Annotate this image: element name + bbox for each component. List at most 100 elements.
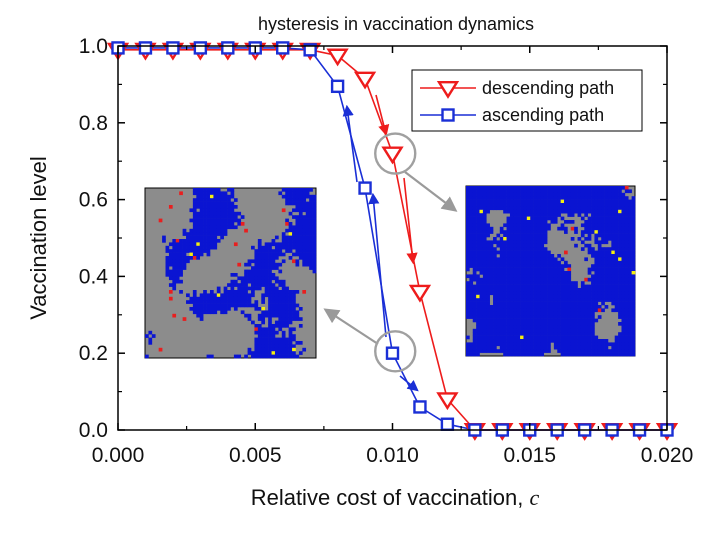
lattice-cell [570,332,575,336]
lattice-cell [466,186,470,190]
lattice-cell [254,307,259,311]
lattice-cell [254,262,259,267]
lattice-cell [540,199,545,204]
lattice-cell [591,223,595,228]
lattice-cell [192,232,197,236]
lattice-cell [254,347,259,352]
lattice-cell [271,239,276,243]
lattice-cell [199,317,204,321]
lattice-cell [628,233,632,238]
lattice-cell [628,216,632,221]
lattice-cell [489,311,494,316]
lattice-cell [244,262,248,267]
lattice-cell [614,220,619,224]
lattice-cell [553,308,558,313]
lattice-cell [607,250,612,255]
lattice-cell [493,305,497,309]
lattice-cell [251,266,255,270]
lattice-cell [271,334,276,338]
lattice-cell [486,277,490,282]
lattice-cell [203,228,207,233]
lattice-cell [309,194,313,199]
lattice-cell [257,249,262,253]
lattice-cell [591,315,595,319]
lattice-cell [567,209,572,214]
lattice-cell [523,186,528,190]
lattice-cell [472,240,477,245]
lattice-cell [213,194,218,199]
lattice-cell [213,225,218,230]
lattice-cell [607,260,612,265]
lattice-cell [597,260,602,265]
lattice-cell [496,243,501,248]
lattice-cell [591,352,595,357]
lattice-cell [503,243,507,248]
lattice-cell [469,301,474,306]
lattice-cell [305,222,310,226]
lattice-cell [496,264,501,268]
lattice-cell [516,213,521,217]
lattice-cell [560,196,565,200]
lattice-cell [547,298,551,302]
lattice-cell [499,335,504,340]
lattice-cell [611,267,616,272]
lattice-cell [628,305,632,309]
lattice-cell [506,264,511,268]
lattice-cell [489,203,494,207]
lattice-cell [530,254,534,258]
lattice-cell [476,352,480,357]
lattice-cell [611,186,616,190]
lattice-cell [503,335,507,340]
lattice-cell [209,300,214,304]
lattice-cell [496,291,501,296]
lattice-cell [587,352,592,357]
lattice-cell [587,345,592,350]
lattice-cell [523,199,528,204]
lattice-cell [591,345,595,350]
lattice-cell [499,250,504,255]
lattice-cell [257,344,262,349]
legend-marker-descending [436,80,460,99]
lattice-cell [281,354,286,359]
lattice-cell [305,232,310,236]
lattice-cell [516,284,521,289]
lattice-cell [550,216,555,221]
lattice-cell [285,296,289,301]
lattice-cell [628,274,632,279]
lattice-cell [607,254,612,258]
lattice-cell [618,294,622,299]
lattice-cell [503,264,507,268]
lattice-cell [486,315,490,319]
lattice-cell [523,206,528,211]
lattice-cell [264,330,269,335]
lattice-cell [288,232,293,236]
lattice-cell [472,271,477,275]
lattice-cell [203,222,207,226]
lattice-cell [536,274,541,279]
inset-lattice-low [144,187,317,359]
lattice-cell [486,294,490,299]
lattice-cell [268,293,272,298]
lattice-cell [543,318,548,323]
lattice-cell [261,320,265,325]
lattice-cell [523,308,528,313]
lattice-cell [288,290,293,294]
lattice-cell [288,344,293,349]
lattice-cell [213,211,218,216]
lattice-cell [536,240,541,245]
lattice-cell [476,281,480,285]
lattice-cell [261,317,265,321]
lattice-cell [206,252,211,257]
lattice-cell [587,294,592,299]
lattice-cell [631,305,636,309]
lattice-cell [506,206,511,211]
lattice-cell [567,213,572,217]
lattice-cell [278,290,283,294]
lattice-cell [233,296,238,301]
lattice-cell [513,332,517,336]
lattice-cell [466,260,470,265]
lattice-cell [577,298,582,302]
lattice-cell [496,186,501,190]
lattice-cell [604,271,609,275]
lattice-cell [567,311,572,316]
